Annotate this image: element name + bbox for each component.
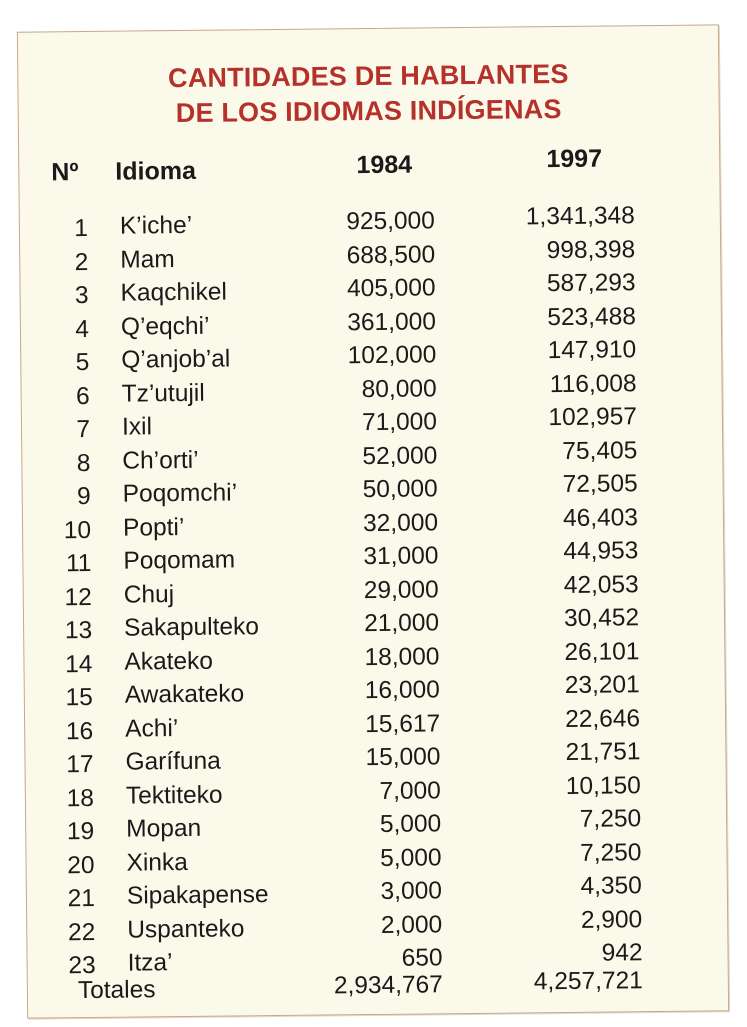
row-number: 17 xyxy=(66,750,94,779)
row-1984-value: 3,000 xyxy=(380,877,443,905)
row-1984-value: 7,000 xyxy=(379,776,441,805)
row-number: 13 xyxy=(64,616,93,645)
row-1984-value: 405,000 xyxy=(346,274,436,303)
row-number: 9 xyxy=(76,482,91,511)
row-1984-value: 80,000 xyxy=(361,374,437,403)
row-1997-value: 42,053 xyxy=(563,570,639,599)
row-1984-value: 15,617 xyxy=(365,709,441,738)
row-number: 7 xyxy=(76,415,91,444)
row-1984-value: 15,000 xyxy=(365,743,441,772)
table-rows: 1 K’iche’ 925,000 1,341,348 2 Mam 688,500 998,3… xyxy=(18,25,718,979)
row-number: 19 xyxy=(66,817,95,846)
total-1984: 2,934,767 xyxy=(333,971,443,1000)
row-1997-value: 7,250 xyxy=(579,805,642,833)
row-1997-value: 587,293 xyxy=(546,269,636,298)
row-1997-value: 2,900 xyxy=(580,905,643,934)
row-number: 4 xyxy=(75,315,90,343)
row-1997-value: 44,953 xyxy=(563,537,639,566)
row-1997-value: 147,910 xyxy=(547,336,637,365)
row-number: 11 xyxy=(65,549,92,578)
row-1984-value: 50,000 xyxy=(362,475,438,504)
row-number: 10 xyxy=(63,516,92,544)
row-number: 6 xyxy=(75,382,90,410)
row-1984-value: 361,000 xyxy=(347,307,437,336)
row-1997-value: 10,150 xyxy=(565,771,641,800)
row-number: 21 xyxy=(67,884,96,913)
title-line-2: DE LOS IDIOMAS INDÍGENAS xyxy=(175,94,562,129)
row-1997-value: 4,350 xyxy=(580,872,642,900)
row-number: 20 xyxy=(67,851,95,879)
row-1997-value: 102,957 xyxy=(548,403,638,432)
totals-label: Totales xyxy=(77,976,156,1005)
row-1997-value: 1,341,348 xyxy=(525,202,635,231)
row-1997-value: 942 xyxy=(601,939,643,967)
row-number: 14 xyxy=(65,650,93,678)
row-number: 15 xyxy=(65,683,93,712)
row-1997-value: 30,452 xyxy=(563,604,640,633)
row-1984-value: 71,000 xyxy=(361,408,438,437)
row-1984-value: 2,000 xyxy=(380,910,443,939)
row-number: 2 xyxy=(74,248,89,276)
row-1984-value: 5,000 xyxy=(379,810,442,838)
row-1997-value: 72,505 xyxy=(562,470,638,499)
row-number: 22 xyxy=(67,918,96,946)
row-1984-value: 31,000 xyxy=(363,542,439,571)
table-title: CANTIDADES DE HABLANTES DE LOS IDIOMAS I… xyxy=(18,55,719,132)
row-1984-value: 16,000 xyxy=(364,676,440,705)
row-1984-value: 29,000 xyxy=(363,575,439,604)
row-1997-value: 46,403 xyxy=(562,503,639,532)
row-1984-value: 21,000 xyxy=(363,609,440,638)
row-1984-value: 32,000 xyxy=(362,508,439,537)
row-1997-value: 22,646 xyxy=(564,704,641,733)
total-1997: 4,257,721 xyxy=(533,967,643,996)
row-1984-value: 688,500 xyxy=(346,240,436,269)
speakers-table-card: CANTIDADES DE HABLANTES DE LOS IDIOMAS I… xyxy=(16,24,730,1019)
row-1997-value: 7,250 xyxy=(580,838,642,867)
row-1997-value: 998,398 xyxy=(546,235,636,264)
column-header-language: Idioma xyxy=(115,156,197,186)
row-number: 1 xyxy=(74,214,89,243)
row-1984-value: 5,000 xyxy=(380,843,442,872)
column-header-1984: 1984 xyxy=(356,150,413,180)
row-1997-value: 23,201 xyxy=(564,671,640,699)
row-number: 16 xyxy=(65,717,94,745)
row-1984-value: 925,000 xyxy=(346,207,435,236)
row-1997-value: 75,405 xyxy=(562,436,638,465)
row-1997-value: 116,008 xyxy=(549,369,637,398)
row-1997-value: 26,101 xyxy=(564,637,640,666)
row-number: 5 xyxy=(75,348,90,377)
row-1997-value: 21,751 xyxy=(565,738,641,766)
row-1984-value: 102,000 xyxy=(347,341,437,370)
row-number: 8 xyxy=(76,449,91,477)
row-1984-value: 18,000 xyxy=(364,642,440,671)
row-number: 18 xyxy=(66,784,95,812)
row-number: 12 xyxy=(64,583,92,611)
row-number: 3 xyxy=(74,281,89,310)
column-header-1997: 1997 xyxy=(546,144,603,174)
row-1997-value: 523,488 xyxy=(547,302,637,331)
column-header-number: Nº xyxy=(51,158,79,187)
row-1984-value: 52,000 xyxy=(362,441,438,470)
